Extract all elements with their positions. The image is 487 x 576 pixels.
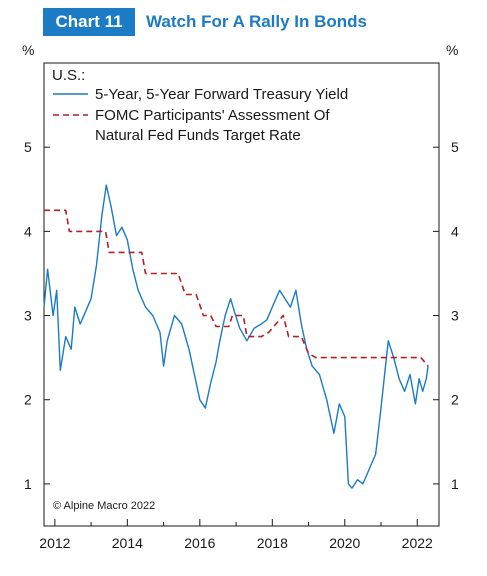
chart-header: Chart 11 Watch For A Rally In Bonds — [0, 8, 487, 36]
y-unit-left: % — [22, 42, 34, 58]
x-tick-label-2016: 2016 — [184, 535, 215, 551]
x-tick-label-2012: 2012 — [39, 535, 70, 551]
y-tick-label-left-2: 2 — [24, 392, 32, 408]
legend-label-fomc-line1: FOMC Participants' Assessment Of — [95, 107, 330, 124]
chart-title: Watch For A Rally In Bonds — [146, 12, 368, 31]
y-tick-label-right-1: 1 — [451, 476, 459, 492]
y-tick-label-right-2: 2 — [451, 392, 459, 408]
copyright-note: © Alpine Macro 2022 — [53, 500, 155, 512]
chart-number-badge: Chart 11 — [43, 8, 135, 36]
y-tick-label-right-3: 3 — [451, 308, 459, 324]
series-line-fomc — [44, 209, 429, 367]
x-tick-label-2014: 2014 — [112, 535, 143, 551]
y-unit-right: % — [446, 42, 458, 58]
y-tick-label-left-5: 5 — [24, 139, 32, 155]
y-tick-label-left-3: 3 — [24, 308, 32, 324]
y-tick-label-left-4: 4 — [24, 223, 32, 239]
y-tick-label-left-1: 1 — [24, 476, 32, 492]
region-label: U.S.: — [52, 67, 85, 84]
series-line-yield — [43, 184, 429, 489]
x-tick-label-2018: 2018 — [257, 535, 288, 551]
x-tick-label-2020: 2020 — [329, 535, 360, 551]
y-tick-label-right-5: 5 — [451, 139, 459, 155]
plot-frame — [43, 62, 440, 527]
series-layer — [43, 184, 429, 489]
legend: 5-Year, 5-Year Forward Treasury Yield FOM… — [53, 86, 348, 144]
axis-ticks: 1 1 2 2 3 3 4 4 5 5 2012 2014 2016 2018 2020 2022 — [24, 139, 459, 551]
x-tick-label-2022: 2022 — [402, 535, 433, 551]
legend-label-fomc-line2: Natural Fed Funds Target Rate — [95, 127, 301, 144]
y-tick-label-right-4: 4 — [451, 223, 459, 239]
legend-label-yield: 5-Year, 5-Year Forward Treasury Yield — [95, 86, 348, 103]
